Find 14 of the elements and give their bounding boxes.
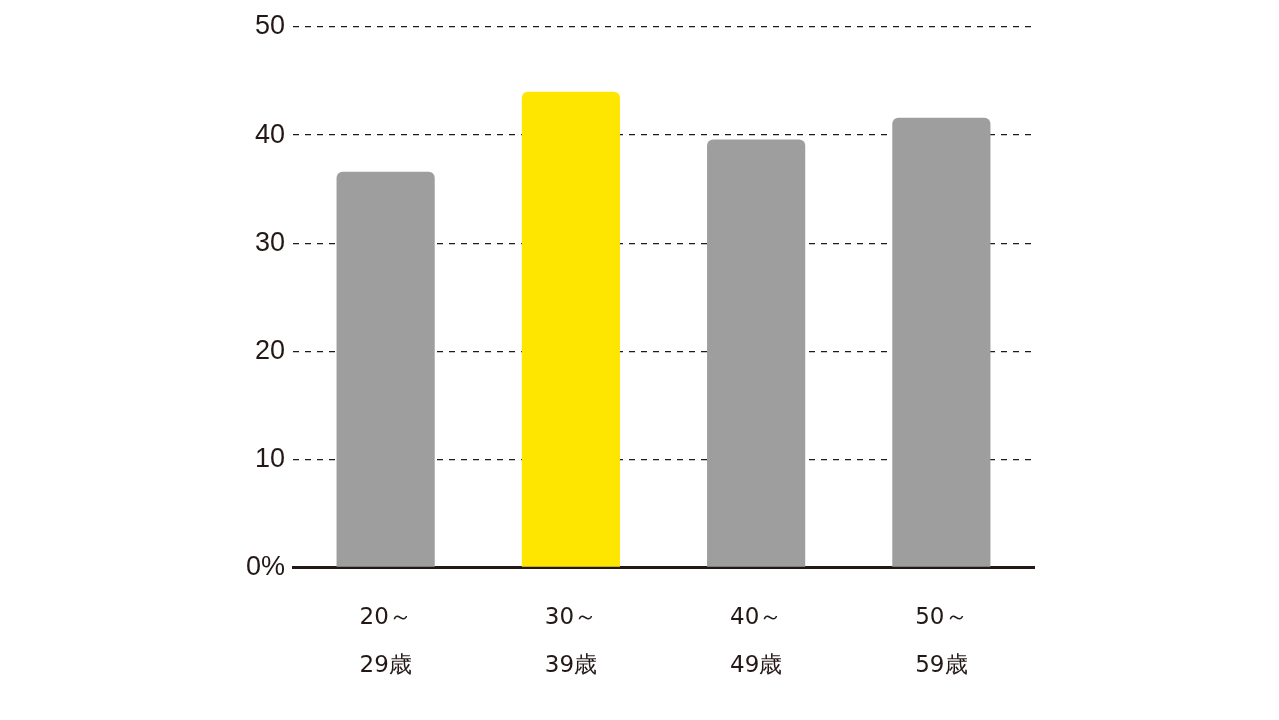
bar xyxy=(336,171,435,567)
y-tick-label: 0% xyxy=(245,550,286,581)
x-tick-label: 30～ 39歳 xyxy=(544,602,598,677)
bar xyxy=(521,91,620,567)
bar xyxy=(892,117,991,567)
x-tick-label: 20～ 29歳 xyxy=(359,602,412,677)
y-tick-label: 50 xyxy=(254,10,286,41)
y-tick-label: 30 xyxy=(254,226,286,257)
y-tick-label: 10 xyxy=(254,442,286,473)
x-tick-label: 50～ 59歳 xyxy=(915,602,968,677)
bar xyxy=(707,139,806,567)
y-tick-label: 20 xyxy=(254,334,286,365)
x-tick-label: 40～ 49歳 xyxy=(729,602,783,677)
y-tick-label: 40 xyxy=(254,118,286,149)
